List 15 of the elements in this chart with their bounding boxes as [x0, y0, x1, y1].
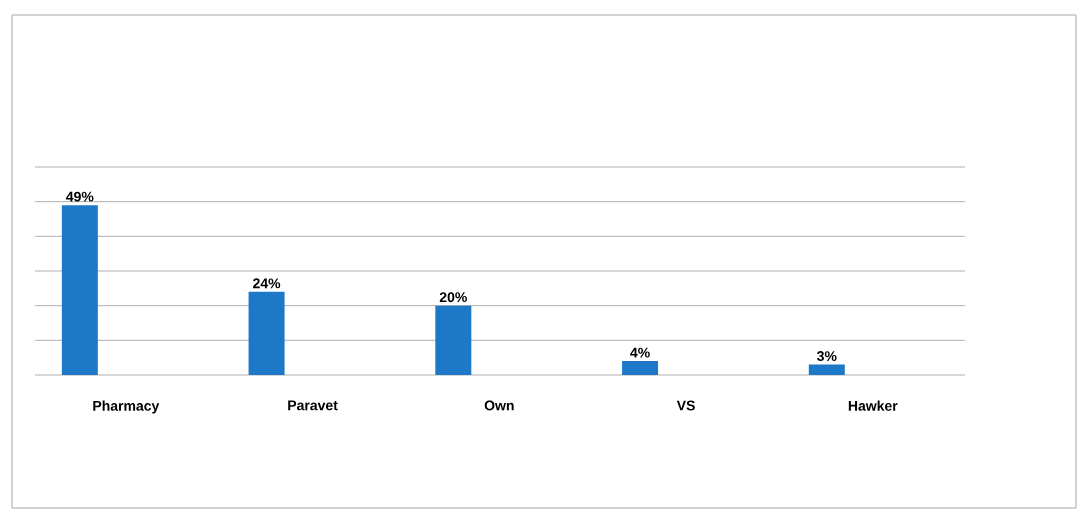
data-label: 3%: [817, 351, 837, 362]
data-label: 24%: [253, 278, 281, 289]
x-tick-label: Hawker: [848, 400, 898, 411]
x-tick-label: Pharmacy: [93, 400, 160, 414]
bar: [808, 364, 845, 375]
data-label: 20%: [439, 292, 467, 303]
bar: [622, 361, 659, 375]
x-tick-label: Own: [484, 400, 514, 411]
x-tick-label: Paravet: [288, 400, 338, 411]
data-label: 4%: [630, 347, 650, 358]
bar: [61, 205, 98, 375]
x-tick-label: VS: [676, 400, 695, 411]
bar: [248, 291, 285, 375]
bar: [435, 305, 472, 375]
data-label: 49%: [66, 191, 94, 202]
